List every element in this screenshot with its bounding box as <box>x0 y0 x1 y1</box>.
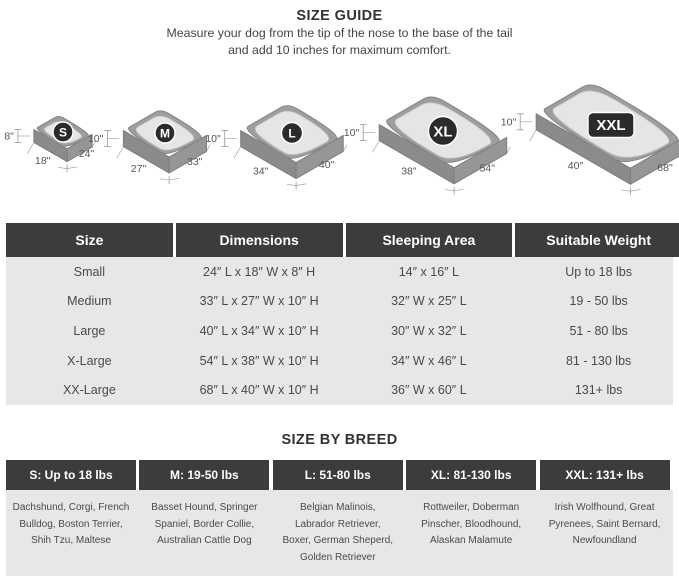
svg-text:L: L <box>288 126 295 140</box>
svg-text:XL: XL <box>433 123 452 140</box>
svg-text:24": 24" <box>79 148 95 160</box>
svg-text:27": 27" <box>131 163 147 175</box>
svg-text:S: S <box>59 125 67 139</box>
svg-text:34": 34" <box>253 166 269 178</box>
svg-text:18": 18" <box>35 155 51 167</box>
svg-text:10": 10" <box>205 133 221 145</box>
svg-text:40": 40" <box>568 160 584 172</box>
svg-text:10": 10" <box>344 127 360 139</box>
svg-text:M: M <box>160 126 170 140</box>
svg-text:54": 54" <box>480 162 496 174</box>
svg-text:8": 8" <box>4 131 14 143</box>
svg-text:XXL: XXL <box>596 117 625 134</box>
svg-text:10": 10" <box>88 133 104 145</box>
svg-text:38": 38" <box>401 165 417 177</box>
svg-text:68": 68" <box>657 162 673 174</box>
svg-text:10": 10" <box>501 116 517 128</box>
svg-text:40": 40" <box>319 159 335 171</box>
svg-text:33": 33" <box>187 156 203 168</box>
